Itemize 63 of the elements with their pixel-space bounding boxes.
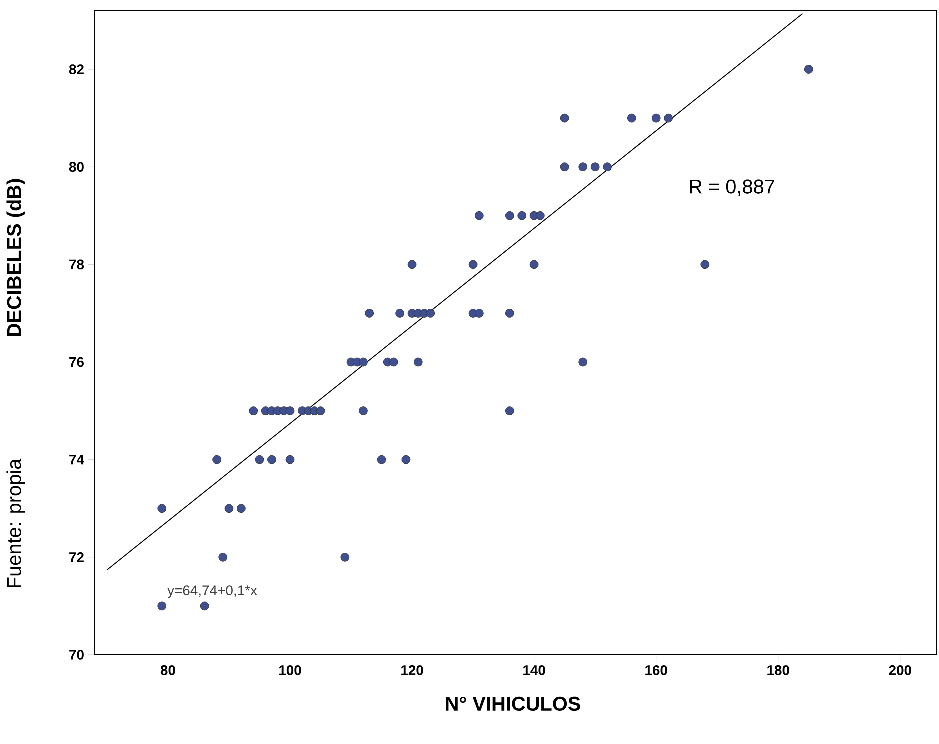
point: [560, 162, 570, 172]
point: [518, 211, 527, 220]
point: [224, 504, 234, 514]
point: [359, 358, 368, 367]
point: [200, 602, 210, 611]
y-tick-label: 74: [70, 455, 84, 465]
point: [390, 358, 398, 367]
x-tick-label: 140: [524, 665, 546, 676]
point: [286, 406, 295, 416]
source-note: Fuente: propia: [6, 458, 26, 588]
x-tick-label: 200: [889, 665, 912, 676]
x-tick-label: 120: [402, 665, 424, 676]
y-tick-label: 76: [70, 357, 84, 368]
annotation: R = 0,887: [690, 180, 774, 196]
point: [628, 114, 636, 123]
y-tick-label: 78: [70, 260, 84, 270]
point: [536, 211, 545, 220]
point: [664, 114, 673, 123]
point: [158, 602, 167, 611]
point: [359, 406, 368, 416]
point: [365, 309, 374, 318]
point: [468, 260, 478, 270]
annotation: y=64,74+0,1*x: [168, 586, 258, 598]
point: [603, 162, 612, 172]
x-axis-title: N° VIHICULOS: [446, 696, 580, 712]
point: [218, 552, 228, 562]
point: [578, 162, 588, 172]
point: [652, 114, 661, 123]
point: [249, 406, 258, 416]
y-tick-label: 72: [70, 552, 84, 562]
point: [560, 114, 570, 123]
point: [474, 211, 484, 220]
point: [530, 260, 539, 270]
point: [402, 455, 411, 464]
point: [505, 406, 514, 416]
point: [396, 309, 405, 318]
point: [700, 260, 710, 270]
point: [377, 455, 386, 464]
point: [408, 260, 417, 270]
point: [804, 65, 814, 74]
x-tick-label: 100: [279, 665, 302, 676]
point: [505, 211, 514, 220]
point: [414, 358, 423, 367]
point: [474, 309, 484, 318]
point: [158, 504, 167, 514]
y-tick-label: 82: [69, 64, 84, 74]
x-tick-label: 80: [160, 665, 176, 676]
point: [340, 552, 350, 562]
point: [286, 455, 295, 464]
y-axis-title: DECIBELES (dB): [6, 179, 26, 336]
point: [237, 504, 246, 514]
point: [212, 455, 222, 464]
point: [505, 309, 514, 318]
point: [590, 162, 600, 172]
point: [426, 309, 436, 318]
x-tick-label: 160: [646, 665, 668, 676]
point: [255, 455, 264, 464]
x-tick-label: 180: [768, 665, 790, 676]
point: [578, 358, 588, 367]
point: [316, 406, 326, 416]
point: [268, 455, 276, 464]
y-tick-label: 80: [69, 162, 84, 172]
y-tick-label: 70: [70, 650, 84, 660]
